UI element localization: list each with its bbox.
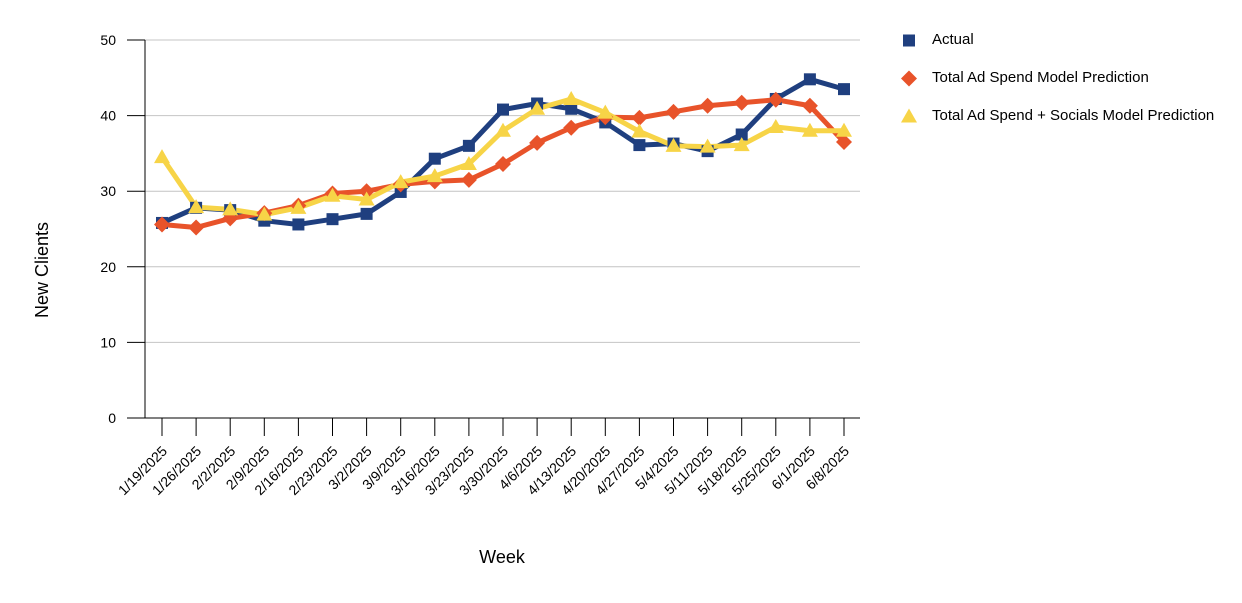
data-point-square (428, 152, 441, 165)
data-point-square (292, 218, 305, 231)
data-point-diamond (154, 216, 170, 233)
data-point-triangle (256, 206, 273, 221)
legend-label: Total Ad Spend Model Prediction (932, 69, 1149, 86)
gridlines (145, 39, 860, 343)
data-point-triangle (767, 118, 784, 133)
data-point-square (633, 139, 646, 152)
x-axis-title: Week (479, 547, 526, 567)
legend-marker-diamond (901, 70, 917, 87)
data-point-triangle (665, 137, 682, 152)
data-point-square (735, 128, 748, 141)
data-point-triangle (836, 122, 852, 137)
y-tick-label: 0 (108, 410, 116, 426)
y-tick-label: 20 (100, 259, 116, 275)
data-point-diamond (460, 171, 477, 188)
data-point-diamond (699, 97, 716, 114)
y-tick-label: 30 (100, 183, 116, 199)
data-point-triangle (597, 104, 614, 119)
y-tick-label: 50 (100, 32, 116, 48)
y-axis-title: New Clients (32, 222, 52, 318)
data-point-diamond (529, 134, 546, 151)
data-point-triangle (358, 191, 375, 206)
legend-marker-square (903, 34, 915, 47)
y-tick-label: 40 (100, 108, 116, 124)
data-point-triangle (392, 174, 409, 189)
data-point-triangle (733, 137, 750, 152)
data-point-square (838, 83, 850, 96)
data-point-triangle (529, 100, 546, 115)
data-point-triangle (563, 90, 580, 105)
data-point-triangle (154, 149, 170, 164)
x-tick-labels: 1/19/20251/26/20252/2/20252/9/20252/16/2… (115, 443, 853, 499)
data-point-triangle (426, 168, 443, 183)
legend-label: Total Ad Spend + Socials Model Predictio… (932, 107, 1215, 124)
data-point-square (803, 73, 816, 86)
data-point-diamond (733, 94, 750, 111)
data-point-square (497, 103, 509, 116)
data-point-diamond (563, 119, 580, 136)
data-point-triangle (699, 138, 716, 153)
data-point-triangle (801, 122, 818, 137)
legend-item: Total Ad Spend + Socials Model Predictio… (900, 106, 1230, 126)
series-markers (154, 73, 852, 236)
data-point-square (360, 207, 373, 220)
data-point-square (565, 102, 578, 115)
data-point-triangle (460, 155, 477, 170)
data-point-square (462, 139, 475, 152)
data-point-diamond (188, 219, 205, 236)
data-point-diamond (631, 109, 648, 126)
data-point-square (326, 213, 339, 226)
legend-swatch (901, 108, 917, 123)
data-point-triangle (631, 123, 648, 138)
data-point-triangle (324, 187, 341, 202)
data-point-diamond (358, 183, 375, 200)
data-point-triangle (222, 201, 239, 216)
legend-label: Actual (932, 31, 974, 48)
y-tick-label: 10 (100, 334, 116, 350)
data-point-triangle (495, 122, 511, 137)
data-point-diamond (836, 134, 852, 151)
legend-marker-triangle (901, 108, 917, 123)
data-point-diamond (495, 155, 511, 172)
legend-item: Total Ad Spend Model Prediction (900, 68, 1230, 88)
data-point-diamond (665, 103, 682, 120)
data-point-triangle (188, 199, 205, 214)
y-tick-labels: 0 10 20 30 40 50 (100, 32, 116, 426)
legend-item: Actual (900, 30, 1230, 50)
data-point-triangle (290, 199, 307, 214)
axes (127, 39, 860, 436)
data-point-diamond (801, 97, 818, 114)
legend-swatch (903, 34, 915, 47)
legend: Actual Total Ad Spend Model Prediction Tot… (900, 30, 1230, 144)
data-point-diamond (767, 91, 784, 108)
legend-swatch (901, 70, 917, 87)
